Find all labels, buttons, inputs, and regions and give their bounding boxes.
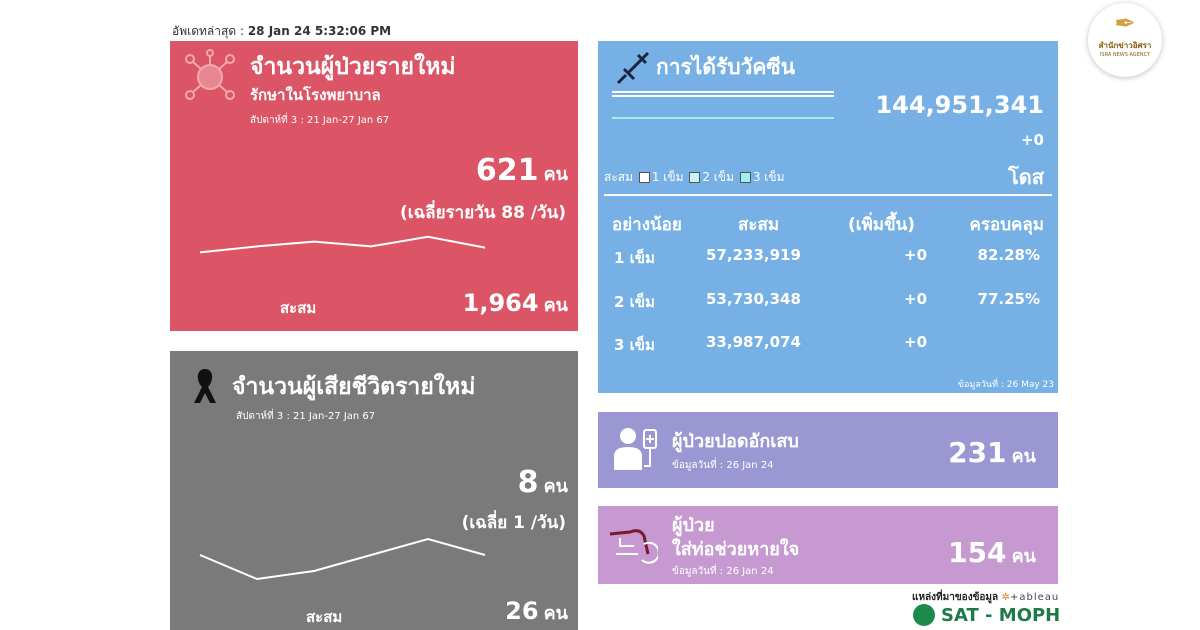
virus-icon [185, 49, 235, 100]
divider [604, 194, 1052, 196]
new-cases-week: สัปดาห์ที่ 3 : 21 Jan-27 Jan 67 [250, 115, 390, 126]
cov: 77.25% [977, 290, 1040, 308]
deaths-daily-avg: (เฉลี่ย 1 /วัน) [461, 513, 566, 533]
legend-swatch-3 [739, 172, 751, 183]
vaccine-increase: +0 [1020, 131, 1044, 149]
ventilator-date: ข้อมูลวันที่ : 26 Jan 24 [672, 566, 774, 577]
tableau-icon: ✲ [1001, 592, 1011, 603]
syringe-icon [616, 51, 650, 85]
pneumonia-card: ผู้ป่วยปอดอักเสบ ข้อมูลวันที่ : 26 Jan 2… [598, 412, 1058, 488]
dose: 1 เข็ม [614, 249, 655, 267]
cum-label: สะสม [280, 299, 317, 317]
patient-iv-icon [614, 428, 657, 470]
sat-moph-logo: SAT - MOPH [913, 604, 1060, 626]
logo-name: สำนักข่าวอิศรา [1098, 41, 1152, 50]
new-cases-cum-value: 1,964 [462, 289, 539, 317]
tableau-logo: +ableau [1010, 592, 1060, 603]
dose: 2 เข็ม [614, 293, 655, 311]
unit: คน [543, 603, 568, 624]
ventilator-title-2: ใส่ท่อช่วยหายใจ [672, 539, 800, 560]
unit: คน [1011, 446, 1036, 467]
last-updated: อัพเดทล่าสุด : 28 Jan 24 5:32:06 PM [172, 22, 391, 41]
dose: 3 เข็ม [614, 336, 655, 354]
dose-unit: โดส [1008, 165, 1044, 189]
legend-1: 1 เข็ม [651, 170, 684, 184]
pneumonia-date: ข้อมูลวันที่ : 26 Jan 24 [672, 460, 774, 471]
header-cov: ครอบคลุม [969, 215, 1045, 235]
vaccine-total: 144,951,341 [875, 91, 1044, 119]
moph-seal-icon [913, 604, 935, 626]
cov: 82.28% [977, 246, 1040, 264]
deaths-sparkline [199, 537, 486, 581]
pen-icon: ✒ [1114, 9, 1136, 39]
new-cases-count: 621 [475, 153, 539, 188]
unit: คน [543, 164, 568, 185]
vaccine-card: การได้รับวัคซีน 144,951,341 +0 โดส สะสม … [598, 41, 1058, 393]
new-cases-subtitle: รักษาในโรงพยาบาล [250, 86, 381, 104]
dose-bar-3 [612, 117, 834, 119]
inc: +0 [904, 333, 928, 351]
updated-value: 28 Jan 24 5:32:06 PM [247, 24, 392, 38]
intubation-icon [609, 529, 658, 564]
deaths-title: จำนวนผู้เสียชีวิตรายใหม่ [232, 374, 476, 400]
unit: คน [543, 476, 568, 497]
isra-news-logo: ✒ สำนักข่าวอิศรา ISRA NEWS AGENCY [1088, 3, 1162, 77]
new-cases-title: จำนวนผู้ป่วยรายใหม่ [250, 54, 456, 80]
header-dose: อย่างน้อย [612, 215, 682, 235]
pneumonia-title: ผู้ป่วยปอดอักเสบ [672, 431, 799, 452]
cum: 33,987,074 [706, 333, 801, 351]
legend-swatch-1 [638, 172, 650, 183]
new-cases-sparkline [199, 235, 486, 254]
ventilator-title-1: ผู้ป่วย [672, 515, 715, 536]
unit: คน [543, 295, 568, 316]
cum-label: สะสม [306, 608, 343, 626]
cum: 57,233,919 [706, 246, 801, 264]
source-org: SAT - MOPH [941, 604, 1061, 626]
source-label-row: แหล่งที่มาของข้อมูล ✲+ableau [912, 590, 1059, 605]
legend-label: สะสม [604, 170, 634, 184]
dose-bar-1 [612, 91, 834, 97]
ventilator-count: 154 [948, 536, 1007, 569]
header-cum: สะสม [738, 215, 780, 235]
legend-swatch-2 [689, 172, 701, 183]
header-inc: (เพิ่มขึ้น) [848, 215, 916, 235]
deaths-cum-value: 26 [505, 597, 539, 625]
updated-label: อัพเดทล่าสุด : [172, 24, 244, 38]
inc: +0 [904, 246, 928, 264]
legend-2: 2 เข็ม [702, 170, 735, 184]
logo-sub: ISRA NEWS AGENCY [1099, 52, 1151, 58]
dose-legend: สะสม 1 เข็ม 2 เข็ม 3 เข็ม [604, 168, 785, 187]
deaths-card: จำนวนผู้เสียชีวิตรายใหม่ สัปดาห์ที่ 3 : … [170, 351, 578, 630]
source-label: แหล่งที่มาของข้อมูล [912, 592, 999, 603]
pneumonia-count: 231 [948, 436, 1007, 469]
ventilator-card: ผู้ป่วย ใส่ท่อช่วยหายใจ ข้อมูลวันที่ : 2… [598, 506, 1058, 584]
legend-3: 3 เข็ม [752, 170, 785, 184]
mourning-ribbon-icon [194, 369, 216, 403]
inc: +0 [904, 290, 928, 308]
vaccine-data-date: ข้อมูลวันที่ : 26 May 23 [957, 380, 1054, 390]
deaths-count: 8 [517, 465, 539, 500]
new-cases-daily-avg: (เฉลี่ยรายวัน 88 /วัน) [400, 203, 566, 223]
cum: 53,730,348 [706, 290, 801, 308]
vaccine-title: การได้รับวัคซีน [656, 55, 796, 79]
deaths-week: สัปดาห์ที่ 3 : 21 Jan-27 Jan 67 [236, 411, 376, 422]
unit: คน [1011, 546, 1036, 567]
new-cases-card: จำนวนผู้ป่วยรายใหม่ รักษาในโรงพยาบาล สัป… [170, 41, 578, 331]
